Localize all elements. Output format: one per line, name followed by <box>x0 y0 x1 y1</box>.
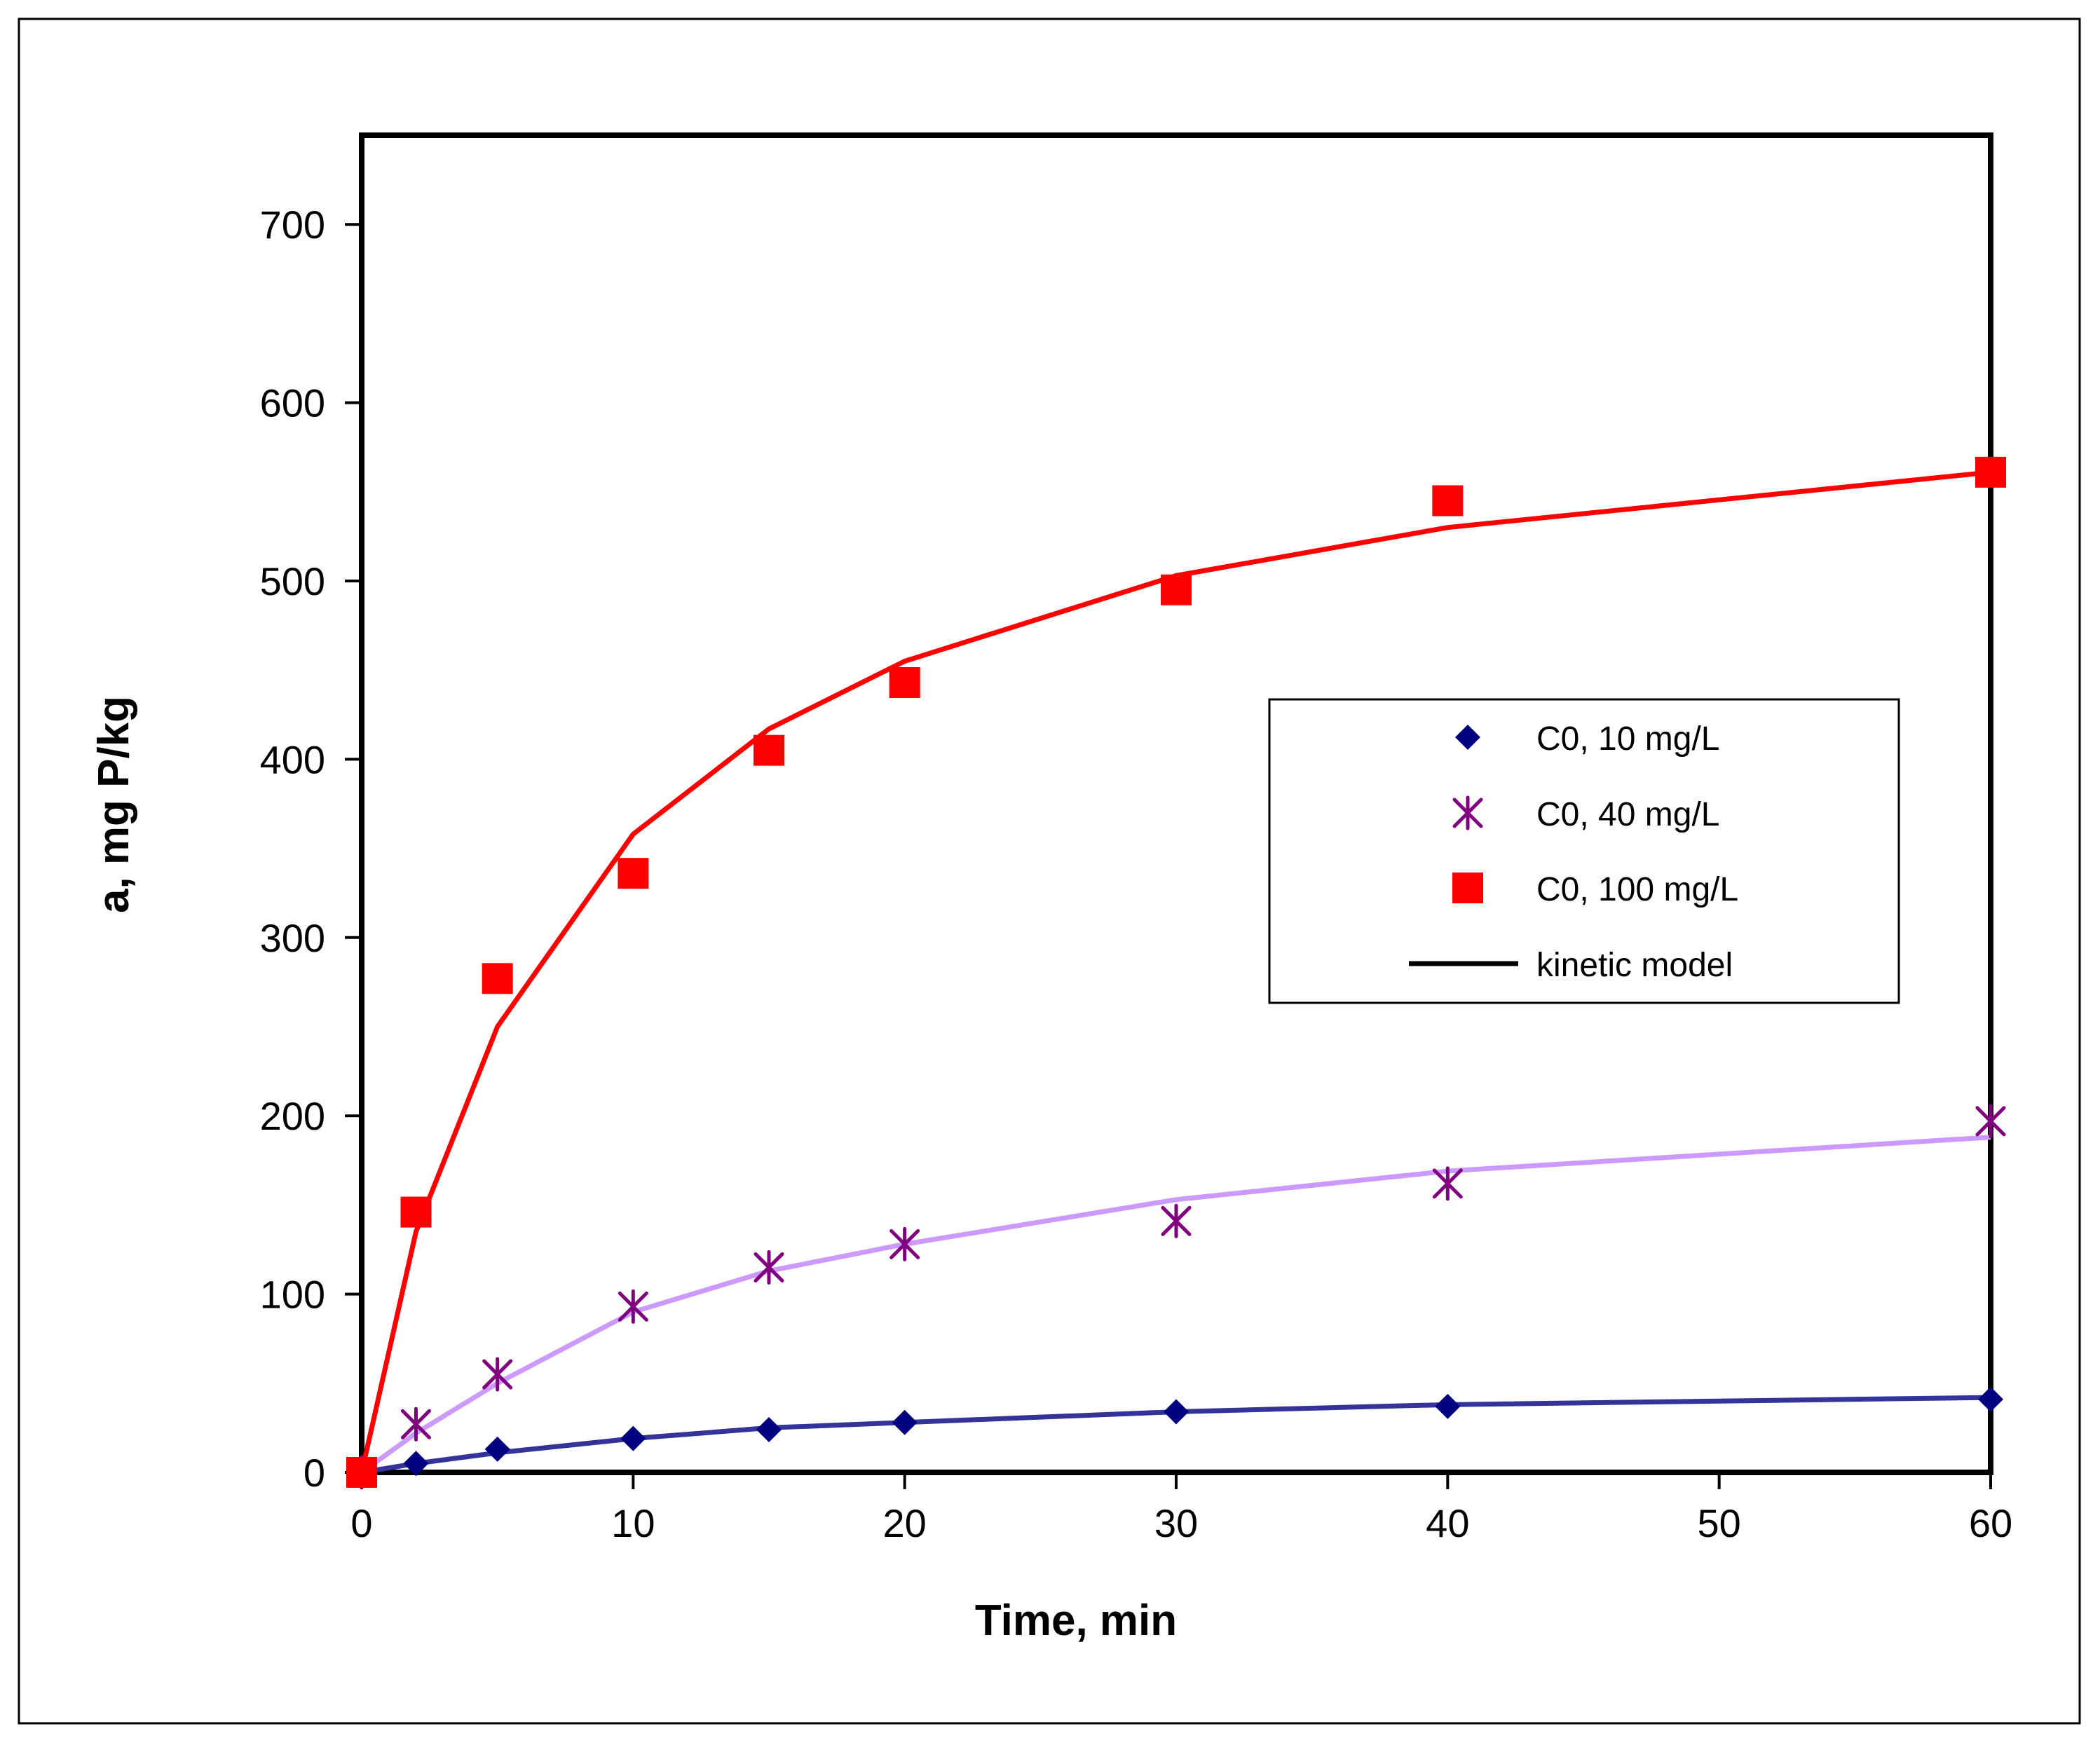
data-point-series-1 <box>892 1409 918 1435</box>
data-point-series-1 <box>1978 1386 2003 1412</box>
y-tick-label: 300 <box>260 916 325 960</box>
legend-marker-diamond <box>1455 725 1480 750</box>
data-point-series-1 <box>403 1451 429 1477</box>
y-axis: 0 100 200 300 400 500 600 700 <box>260 203 362 1495</box>
data-point-series-3 <box>889 667 920 699</box>
data-point-series-1 <box>1435 1393 1461 1419</box>
data-point-series-3 <box>754 734 784 766</box>
model-curve-3 <box>359 470 1991 1473</box>
legend-marker-star <box>1452 795 1483 830</box>
x-tick-label: 30 <box>1154 1501 1198 1545</box>
data-point-series-2 <box>1161 1203 1192 1238</box>
x-tick-label: 0 <box>350 1501 372 1545</box>
legend-label: C0, 10 mg/L <box>1536 720 1719 758</box>
legend: C0, 10 mg/L C0, 40 mg/L C0, 100 mg/L kineti… <box>1268 698 1900 1004</box>
y-axis-label: a, mg P/kg <box>90 696 138 913</box>
y-tick-label: 100 <box>260 1273 325 1317</box>
data-markers <box>346 456 2006 1490</box>
data-point-series-2 <box>1975 1104 2006 1139</box>
x-tick-label: 20 <box>883 1501 927 1545</box>
data-point-series-3 <box>346 1457 377 1488</box>
legend-label: kinetic model <box>1536 947 1733 984</box>
legend-label: C0, 100 mg/L <box>1536 871 1738 908</box>
x-axis-label: Time, min <box>975 1596 1177 1645</box>
x-axis: 0 10 20 30 40 50 60 <box>350 1472 2012 1545</box>
data-point-series-1 <box>484 1436 510 1462</box>
data-point-series-3 <box>482 963 513 994</box>
data-point-series-2 <box>754 1250 784 1285</box>
x-tick-label: 60 <box>1969 1501 2012 1545</box>
y-tick-label: 400 <box>260 737 325 781</box>
data-point-series-2 <box>1432 1166 1463 1201</box>
data-point-series-2 <box>618 1289 648 1324</box>
data-point-series-3 <box>1161 574 1192 605</box>
y-tick-label: 500 <box>260 559 325 603</box>
legend-label: C0, 40 mg/L <box>1536 796 1719 833</box>
legend-marker-square <box>1452 873 1483 903</box>
legend-box <box>1268 698 1900 1004</box>
data-point-series-1 <box>756 1416 782 1442</box>
data-point-series-2 <box>482 1357 513 1392</box>
data-point-series-2 <box>400 1407 431 1442</box>
x-tick-label: 40 <box>1426 1501 1469 1545</box>
data-point-series-2 <box>889 1226 920 1261</box>
data-point-series-1 <box>620 1425 646 1451</box>
y-tick-label: 0 <box>304 1451 325 1495</box>
data-point-series-1 <box>1164 1399 1189 1425</box>
y-tick-label: 200 <box>260 1094 325 1138</box>
data-point-series-3 <box>618 858 649 889</box>
data-point-series-3 <box>1975 456 2006 488</box>
y-tick-label: 700 <box>260 203 325 247</box>
data-point-series-3 <box>1432 485 1464 516</box>
data-point-series-3 <box>400 1196 432 1228</box>
x-tick-label: 50 <box>1698 1501 1741 1545</box>
y-tick-label: 600 <box>260 381 325 425</box>
x-tick-label: 10 <box>611 1501 655 1545</box>
